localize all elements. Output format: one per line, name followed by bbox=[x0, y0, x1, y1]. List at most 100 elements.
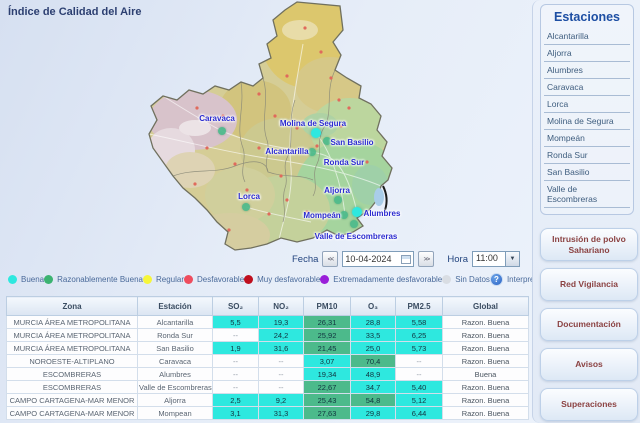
value-cell-so2: 1,9 bbox=[212, 341, 259, 355]
station-label-alumbres[interactable]: Alumbres bbox=[363, 209, 401, 218]
station-marker-alumbres[interactable] bbox=[352, 207, 362, 217]
aq-table-head: Zona Estación SO₂ NO₂ PM10 O₃ PM2.5 Global bbox=[6, 296, 529, 316]
station-label-mompean[interactable]: Mompeán bbox=[303, 211, 341, 220]
zona-cell: MURCIA ÁREA METROPOLITANA bbox=[6, 341, 138, 355]
value-cell-no2: 9,2 bbox=[258, 393, 304, 407]
sidebar-item-alcantarilla[interactable]: Alcantarilla bbox=[544, 28, 630, 45]
legend-label: Regular bbox=[155, 275, 184, 284]
date-value: 10-04-2024 bbox=[345, 254, 392, 264]
legend-label: Razonablemente Buena bbox=[57, 275, 143, 284]
station-label-caravaca[interactable]: Caravaca bbox=[199, 114, 235, 123]
sidebar-button-documentacion[interactable]: Documentación bbox=[540, 308, 638, 341]
estacion-cell: Alcantarilla bbox=[137, 315, 213, 329]
col-header-no2: NO₂ bbox=[258, 296, 304, 316]
value-cell-pm10: 21,45 bbox=[303, 341, 351, 355]
right-sidebar: Estaciones Alcantarilla Aljorra Alumbres Ca… bbox=[532, 0, 640, 423]
legend-dot-icon bbox=[8, 275, 17, 284]
legend-label: Buena bbox=[21, 275, 45, 284]
zona-cell: NOROESTE-ALTIPLANO bbox=[6, 354, 138, 368]
global-cell: Razon. Buena bbox=[442, 406, 529, 420]
next-date-button[interactable]: >> bbox=[418, 251, 435, 267]
sidebar-item-ronda-sur[interactable]: Ronda Sur bbox=[544, 147, 630, 164]
sidebar-item-valle-de-escombreras[interactable]: Valle de Escombreras bbox=[544, 181, 630, 208]
legend-item-razonablemente-buena: Razonablemente Buena bbox=[44, 275, 143, 284]
station-marker-aljorra[interactable] bbox=[334, 196, 342, 204]
zona-cell: ESCOMBRERAS bbox=[6, 380, 138, 394]
value-cell-pm25: 5,73 bbox=[395, 341, 443, 355]
zona-cell: CAMPO CARTAGENA-MAR MENOR bbox=[6, 406, 138, 420]
station-marker-mompean[interactable] bbox=[340, 211, 348, 219]
legend-dot-icon bbox=[142, 275, 152, 284]
station-label-ronda-sur[interactable]: Ronda Sur bbox=[323, 158, 365, 167]
stations-title: Estaciones bbox=[553, 10, 620, 24]
station-label-lorca[interactable]: Lorca bbox=[238, 192, 260, 201]
col-header-pm25: PM2.5 bbox=[395, 296, 443, 316]
mar-menor-lagoon bbox=[374, 188, 384, 206]
zona-cell: ESCOMBRERAS bbox=[6, 367, 138, 381]
chevron-down-icon[interactable]: ▼ bbox=[505, 252, 519, 266]
col-header-global: Global bbox=[442, 296, 529, 316]
value-cell-so2: 5,5 bbox=[212, 315, 259, 329]
global-cell: Razon. Buena bbox=[442, 315, 529, 329]
station-label-alcantarilla[interactable]: Alcantarilla bbox=[265, 147, 309, 156]
hora-select[interactable]: 11:00 ▼ bbox=[472, 251, 520, 267]
stations-list: Alcantarilla Aljorra Alumbres Caravaca Lorca… bbox=[544, 28, 630, 208]
legend-item-buena: Buena bbox=[8, 275, 44, 284]
estacion-cell: Aljorra bbox=[137, 393, 213, 407]
station-marker-san-basilio[interactable] bbox=[323, 137, 331, 145]
col-header-estacion: Estación bbox=[137, 296, 213, 316]
estacion-cell: Caravaca bbox=[137, 354, 213, 368]
station-marker-caravaca[interactable] bbox=[218, 127, 226, 135]
stations-panel: Estaciones Alcantarilla Aljorra Alumbres Ca… bbox=[540, 4, 634, 215]
value-cell-o3: 70,4 bbox=[350, 354, 396, 368]
value-cell-pm25: -- bbox=[395, 367, 443, 381]
sidebar-item-alumbres[interactable]: Alumbres bbox=[544, 62, 630, 79]
value-cell-pm25: 6,44 bbox=[395, 406, 443, 420]
sidebar-button-red-vigilancia[interactable]: Red Vigilancia bbox=[540, 268, 638, 301]
col-header-so2: SO₂ bbox=[212, 296, 259, 316]
sidebar-item-molina-de-segura[interactable]: Molina de Segura bbox=[544, 113, 630, 130]
table-row: MURCIA ÁREA METROPOLITANA San Basilio 1,9 3… bbox=[6, 341, 529, 355]
table-row: MURCIA ÁREA METROPOLITANA Ronda Sur -- 24,2… bbox=[6, 328, 529, 342]
help-question-icon[interactable]: ? bbox=[489, 273, 503, 286]
sidebar-item-caravaca[interactable]: Caravaca bbox=[544, 79, 630, 96]
date-input[interactable]: 10-04-2024 bbox=[342, 251, 415, 267]
station-marker-alcantarilla[interactable] bbox=[308, 148, 316, 156]
sidebar-button-avisos[interactable]: Avisos bbox=[540, 348, 638, 381]
value-cell-o3: 33,5 bbox=[350, 328, 396, 342]
page-title: Índice de Calidad del Aire bbox=[8, 6, 142, 18]
value-cell-pm10: 25,43 bbox=[303, 393, 351, 407]
value-cell-pm10: 22,67 bbox=[303, 380, 351, 394]
col-header-zona: Zona bbox=[6, 296, 138, 316]
legend-item-muy-desfavorable: Muy desfavorable bbox=[244, 275, 320, 284]
station-label-valle-de-escombreras[interactable]: Valle de Escombreras bbox=[314, 232, 398, 241]
global-cell: Razon. Buena bbox=[442, 380, 529, 394]
sidebar-item-lorca[interactable]: Lorca bbox=[544, 96, 630, 113]
calendar-icon[interactable] bbox=[401, 254, 412, 264]
value-cell-no2: -- bbox=[258, 354, 304, 368]
sidebar-item-aljorra[interactable]: Aljorra bbox=[544, 45, 630, 62]
sidebar-item-mompean[interactable]: Mompeán bbox=[544, 130, 630, 147]
estacion-cell: Valle de Escombreras bbox=[137, 380, 213, 394]
value-cell-so2: -- bbox=[212, 328, 259, 342]
station-marker-lorca[interactable] bbox=[242, 203, 250, 211]
prev-date-button[interactable]: << bbox=[322, 251, 339, 267]
station-label-aljorra[interactable]: Aljorra bbox=[324, 186, 350, 195]
sidebar-button-superaciones[interactable]: Superaciones bbox=[540, 388, 638, 421]
sidebar-item-san-basilio[interactable]: San Basilio bbox=[544, 164, 630, 181]
col-header-o3: O₃ bbox=[350, 296, 396, 316]
value-cell-so2: -- bbox=[212, 380, 259, 394]
hora-value: 11:00 bbox=[476, 253, 498, 263]
station-marker-valle-de-escombreras[interactable] bbox=[350, 220, 358, 228]
interpretacion-link[interactable]: ? Interpretación bbox=[489, 273, 556, 286]
zona-cell: CAMPO CARTAGENA-MAR MENOR bbox=[6, 393, 138, 407]
legend-dot-icon bbox=[320, 275, 330, 284]
sidebar-button-intrusion-de-polvo-sahariano[interactable]: Intrusión de polvo Sahariano bbox=[540, 228, 638, 261]
station-label-san-basilio[interactable]: San Basilio bbox=[330, 138, 374, 147]
date-time-controls: Fecha << 10-04-2024 >> Hora 11:00 ▼ bbox=[292, 251, 520, 267]
station-label-molina-de-segura[interactable]: Molina de Segura bbox=[279, 119, 347, 128]
station-marker-molina-de-segura[interactable] bbox=[311, 128, 321, 138]
value-cell-o3: 48,9 bbox=[350, 367, 396, 381]
legend-dot-icon bbox=[44, 275, 54, 284]
value-cell-o3: 54,8 bbox=[350, 393, 396, 407]
